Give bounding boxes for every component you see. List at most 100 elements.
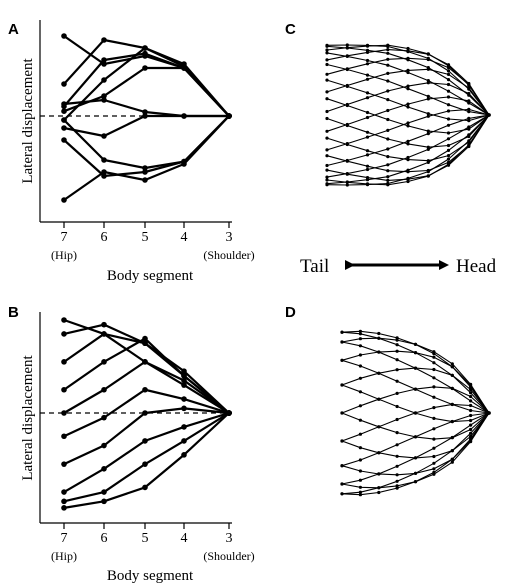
data-point — [61, 197, 67, 203]
data-point — [181, 113, 187, 119]
waveform-point — [446, 143, 451, 148]
waveform-point — [426, 56, 430, 61]
waveform-point — [413, 342, 418, 346]
waveform-point — [325, 58, 329, 62]
waveform-point — [325, 168, 329, 172]
waveform-point — [358, 485, 362, 489]
x-sub-label: (Shoulder) — [203, 549, 254, 563]
waveform-point — [340, 383, 344, 387]
waveform-point — [386, 48, 390, 52]
waveform-point — [365, 96, 370, 100]
waveform-point — [377, 472, 381, 476]
waveform-point — [358, 353, 362, 357]
waveform-point — [413, 480, 418, 484]
waveform-point — [358, 329, 362, 333]
waveform-point — [467, 87, 471, 91]
waveform-point — [345, 67, 349, 72]
waveform-point — [377, 336, 381, 340]
waveform-point — [426, 81, 430, 85]
waveform-point — [377, 425, 381, 429]
waveform-point — [325, 182, 329, 186]
waveform-point — [358, 337, 362, 341]
waveform-point — [446, 117, 451, 121]
waveform-point — [345, 158, 349, 163]
data-point — [142, 169, 148, 175]
data-point — [101, 93, 107, 99]
waveform-point — [395, 486, 399, 490]
x-sub-label: (Hip) — [51, 549, 77, 563]
data-point — [181, 396, 187, 402]
waveform-point — [386, 178, 390, 182]
waveform-point — [406, 142, 410, 146]
data-point — [101, 386, 107, 393]
data-point — [181, 452, 187, 458]
waveform-point — [446, 103, 451, 107]
waveform-point — [469, 437, 473, 441]
direction-label-tail: Tail — [300, 256, 329, 277]
panel-a-x-axis-title: Body segment — [107, 268, 194, 284]
waveform-point — [386, 79, 390, 83]
data-point — [101, 466, 107, 472]
panel-b-chart: 7 (Hip) 6 5 4 3 (Shoulder) Body segment Latera… — [20, 312, 255, 584]
waveform-point — [432, 355, 436, 359]
data-point — [61, 461, 67, 467]
data-point — [61, 101, 67, 107]
waveform-point — [377, 331, 381, 336]
waveform-point — [365, 153, 370, 157]
waveform-point — [426, 147, 430, 151]
waveform-point — [469, 382, 473, 386]
waveform-point — [446, 72, 451, 76]
waveform-point — [450, 435, 454, 440]
x-tick-label: 6 — [101, 531, 108, 546]
waveform-point — [450, 460, 454, 464]
waveform-line — [341, 412, 490, 489]
waveform-point — [325, 175, 329, 179]
waveform-point — [395, 349, 399, 353]
panel-letter-a: A — [8, 21, 19, 38]
waveform-point — [467, 139, 471, 143]
waveform-point — [432, 376, 436, 380]
waveform-point — [446, 78, 451, 82]
data-point — [61, 117, 67, 123]
waveform-point — [395, 343, 399, 347]
panel-letter-d: D — [285, 304, 296, 321]
waveform-point — [340, 358, 344, 362]
waveform-line — [341, 337, 490, 414]
waveform-point — [365, 43, 370, 48]
waveform-point — [487, 113, 491, 117]
waveform-point — [432, 406, 436, 410]
x-tick-label: 5 — [142, 230, 149, 245]
waveform-point — [432, 467, 436, 471]
data-point — [181, 382, 187, 388]
data-point — [101, 77, 107, 83]
waveform-point — [395, 338, 399, 342]
data-point — [61, 489, 67, 495]
waveform-line — [341, 412, 490, 476]
series-line — [63, 114, 229, 138]
data-point — [101, 414, 107, 421]
waveform-point — [395, 404, 399, 409]
waveform-point — [386, 51, 390, 55]
waveform-point — [406, 50, 410, 54]
waveform-point — [467, 99, 471, 103]
data-point — [142, 65, 148, 71]
waveform-point — [446, 123, 451, 127]
data-point — [61, 505, 67, 511]
waveform-point — [406, 124, 410, 128]
waveform-point — [413, 351, 418, 355]
waveform-point — [345, 183, 349, 187]
waveform-point — [450, 402, 454, 406]
waveform-point — [345, 172, 349, 176]
waveform-point — [469, 423, 473, 427]
waveform-point — [325, 109, 329, 114]
waveform-point — [325, 154, 329, 158]
waveform-point — [406, 121, 410, 125]
waveform-point — [426, 114, 430, 118]
data-point — [61, 81, 67, 87]
waveform-point — [395, 464, 399, 468]
series-line — [63, 115, 230, 201]
waveform-point — [358, 478, 362, 482]
data-point — [181, 65, 187, 71]
waveform-point — [340, 411, 344, 415]
waveform-point — [365, 130, 370, 134]
